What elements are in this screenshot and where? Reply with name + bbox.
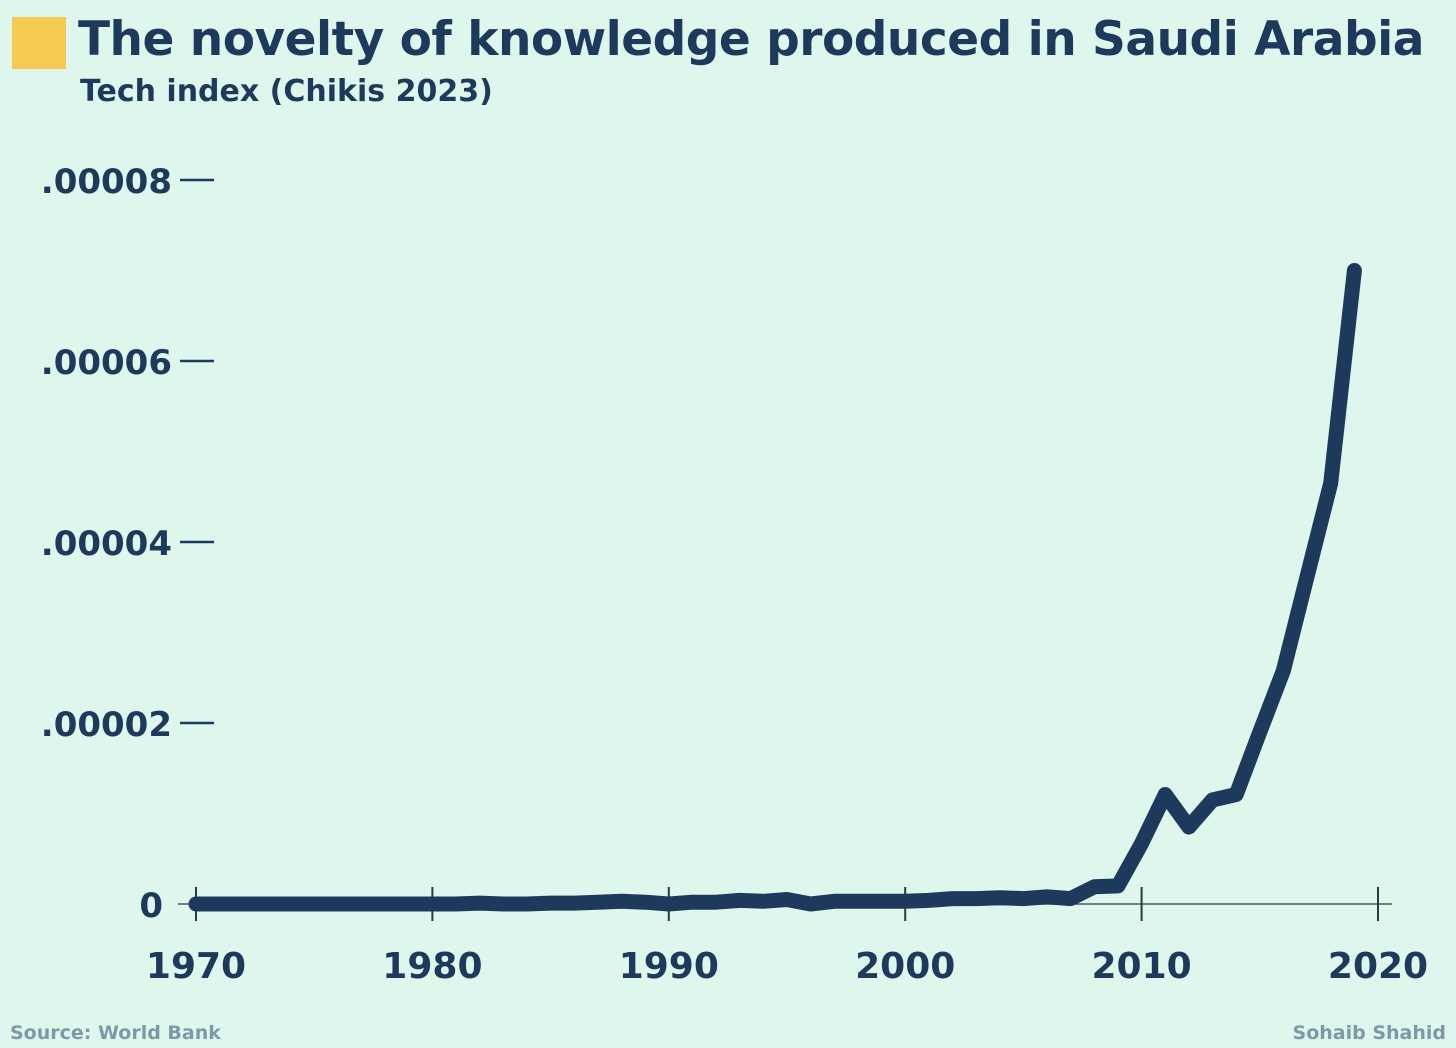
data-point: [951, 898, 953, 900]
data-point: [550, 902, 552, 904]
x-tick-label: 1970: [146, 946, 246, 987]
y-tick-label: 0: [139, 886, 163, 926]
x-tick-label: 2010: [1091, 946, 1191, 987]
data-point: [1259, 731, 1261, 733]
data-point: [431, 903, 433, 905]
x-tick-label: 1980: [382, 946, 482, 987]
x-tick-label: 2000: [855, 946, 955, 987]
data-point: [644, 901, 646, 903]
data-point: [1330, 482, 1332, 484]
y-tick-label: .00004: [41, 524, 172, 564]
x-tick-label: 1990: [619, 946, 719, 987]
data-point: [999, 897, 1001, 899]
data-point: [195, 903, 197, 905]
data-point: [975, 898, 977, 900]
y-tick-label: .00006: [41, 343, 172, 383]
data-point: [1282, 670, 1284, 672]
data-point: [1117, 885, 1119, 887]
data-point: [786, 898, 788, 900]
data-point: [762, 900, 764, 902]
data-point: [290, 903, 292, 905]
data-point: [1164, 793, 1166, 795]
data-point: [573, 902, 575, 904]
data-point: [621, 900, 623, 902]
data-point: [526, 903, 528, 905]
data-point: [408, 903, 410, 905]
data-point: [502, 903, 504, 905]
y-tick-label: .00008: [41, 162, 172, 202]
data-point: [833, 900, 835, 902]
data-point: [857, 900, 859, 902]
data-point: [1353, 270, 1355, 271]
data-point: [715, 901, 717, 903]
data-point: [810, 903, 812, 905]
data-point: [360, 903, 362, 905]
data-point: [739, 899, 741, 901]
data-point: [1093, 886, 1095, 888]
footer-author: Sohaib Shahid: [1292, 1022, 1446, 1044]
chart-title: The novelty of knowledge produced in Sau…: [78, 12, 1424, 67]
data-point: [1022, 898, 1024, 900]
data-point: [1212, 799, 1214, 801]
data-point: [597, 901, 599, 903]
title-color-marker: [12, 17, 66, 69]
data-point: [668, 903, 670, 905]
data-point: [455, 903, 457, 905]
data-point: [904, 900, 906, 902]
data-point: [384, 903, 386, 905]
series-line: [188, 263, 1362, 912]
data-point: [1188, 826, 1190, 828]
data-point: [337, 903, 339, 905]
data-point: [479, 902, 481, 904]
data-point: [1046, 896, 1048, 898]
data-point: [691, 901, 693, 903]
y-axis: 0 .00002 .00004 .00006 .00008: [41, 162, 214, 926]
data-point: [881, 900, 883, 902]
chart-subtitle: Tech index (Chikis 2023): [80, 74, 493, 109]
data-point: [219, 903, 221, 905]
x-tick-label: 2020: [1328, 946, 1428, 987]
data-point: [1070, 898, 1072, 900]
data-point: [313, 903, 315, 905]
data-point: [242, 903, 244, 905]
plot-series: [188, 263, 1362, 912]
footer-source: Source: World Bank: [10, 1022, 221, 1044]
data-point: [1306, 575, 1308, 577]
y-tick-label: .00002: [41, 705, 172, 745]
data-point: [928, 899, 930, 901]
data-point: [266, 903, 268, 905]
data-point: [1235, 793, 1237, 795]
data-point: [1141, 842, 1143, 844]
